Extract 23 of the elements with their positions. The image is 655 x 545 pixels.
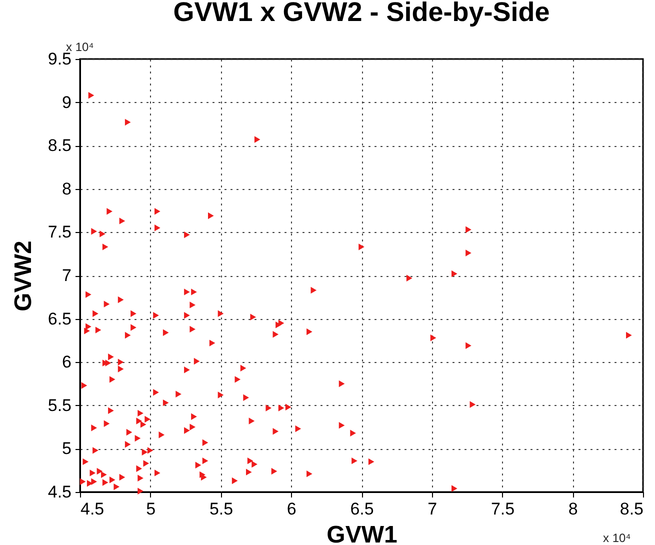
- chart-title: GVW1 x GVW2 - Side-by-Side: [173, 0, 550, 27]
- x-tick-label: 7: [428, 500, 438, 518]
- y-tick-label: 6.5: [48, 309, 72, 328]
- y-tick-label: 4.5: [48, 482, 72, 502]
- y-tick-label: 7.5: [48, 222, 72, 242]
- x-tick-label: 4.5: [80, 500, 104, 518]
- x-axis-title: GVW1: [326, 522, 398, 545]
- x-tick-label: 7.5: [490, 500, 515, 518]
- y-tick-label: 7: [62, 266, 72, 285]
- y-tick-label: 9: [62, 92, 72, 112]
- y-tick-label: 8: [62, 179, 72, 198]
- x-tick-label: 8: [568, 500, 578, 518]
- x-tick-label: 8.5: [620, 500, 644, 518]
- x-tick-label: 5.5: [209, 500, 234, 518]
- y-tick-label: 5.5: [48, 396, 72, 415]
- y-tick-label: 5: [62, 439, 72, 458]
- x-tick-label: 6: [286, 500, 296, 518]
- y-tick-label: 6: [62, 352, 72, 372]
- y-tick-label: 8.5: [48, 136, 72, 156]
- text: x 10⁴: [603, 531, 631, 545]
- x-tick-label: 6.5: [350, 500, 374, 518]
- x-tick-label: 5: [146, 500, 156, 518]
- y-axis-title: GVW2: [10, 240, 37, 312]
